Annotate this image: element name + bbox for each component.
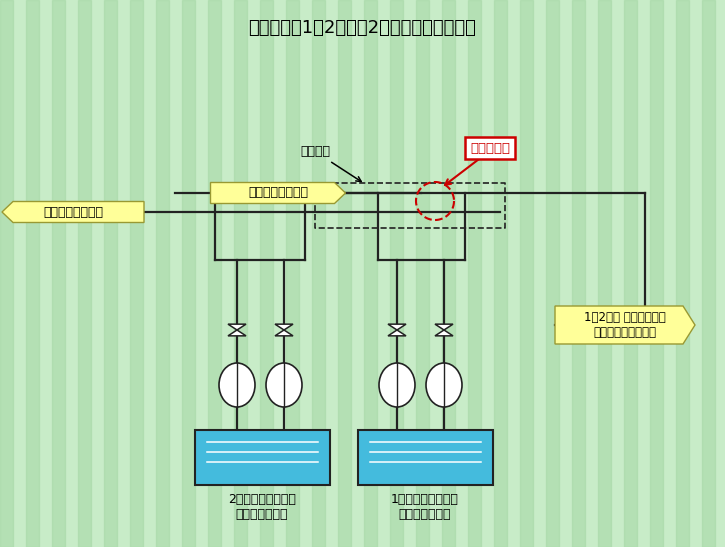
Bar	[286, 0, 299, 547]
Polygon shape	[435, 330, 453, 336]
Bar	[468, 0, 481, 547]
Polygon shape	[388, 330, 406, 336]
Bar	[156, 0, 169, 547]
Bar	[52, 0, 65, 547]
Bar	[130, 0, 143, 547]
Polygon shape	[555, 306, 695, 344]
Polygon shape	[228, 330, 246, 336]
Text: 伊方発電所1、2号機　2次系排水系統概略図: 伊方発電所1、2号機 2次系排水系統概略図	[248, 19, 476, 37]
Polygon shape	[275, 330, 293, 336]
Bar	[494, 0, 507, 547]
Bar	[520, 0, 533, 547]
Polygon shape	[388, 324, 406, 330]
Bar	[104, 0, 117, 547]
Text: 総合排水処理装置: 総合排水処理装置	[43, 206, 103, 218]
Bar	[338, 0, 351, 547]
Polygon shape	[435, 324, 453, 330]
Bar	[234, 0, 247, 547]
Text: 撤削範囲: 撤削範囲	[300, 145, 361, 182]
Bar	[598, 0, 611, 547]
Polygon shape	[2, 201, 144, 223]
Bar	[416, 0, 429, 547]
Ellipse shape	[266, 363, 302, 407]
Ellipse shape	[379, 363, 415, 407]
Polygon shape	[210, 183, 346, 203]
Text: 2号機タービン建家
常用排水ビット: 2号機タービン建家 常用排水ビット	[228, 493, 296, 521]
Bar	[390, 0, 403, 547]
Bar	[182, 0, 195, 547]
Ellipse shape	[219, 363, 255, 407]
Ellipse shape	[426, 363, 462, 407]
Bar	[676, 0, 689, 547]
Text: 1号機タービン建家
常用排水ビット: 1号機タービン建家 常用排水ビット	[391, 493, 459, 521]
Bar	[260, 0, 273, 547]
Bar	[442, 0, 455, 547]
Bar	[208, 0, 221, 547]
Text: 水漏れ箇所: 水漏れ箇所	[470, 142, 510, 154]
Bar	[364, 0, 377, 547]
Polygon shape	[228, 324, 246, 330]
Bar	[624, 0, 637, 547]
Bar	[26, 0, 39, 547]
Bar	[358, 430, 493, 485]
Bar	[0, 0, 13, 547]
Bar	[572, 0, 585, 547]
Bar	[702, 0, 715, 547]
Text: 総合排水処理装置: 総合排水処理装置	[248, 187, 308, 200]
Bar	[195, 430, 330, 485]
Polygon shape	[275, 324, 293, 330]
Bar	[650, 0, 663, 547]
Bar	[78, 0, 91, 547]
Bar	[312, 0, 325, 547]
Bar	[546, 0, 559, 547]
Text: 1、2号機 タービン建家
非常用排水ポンプ等: 1、2号機 タービン建家 非常用排水ポンプ等	[584, 311, 666, 339]
